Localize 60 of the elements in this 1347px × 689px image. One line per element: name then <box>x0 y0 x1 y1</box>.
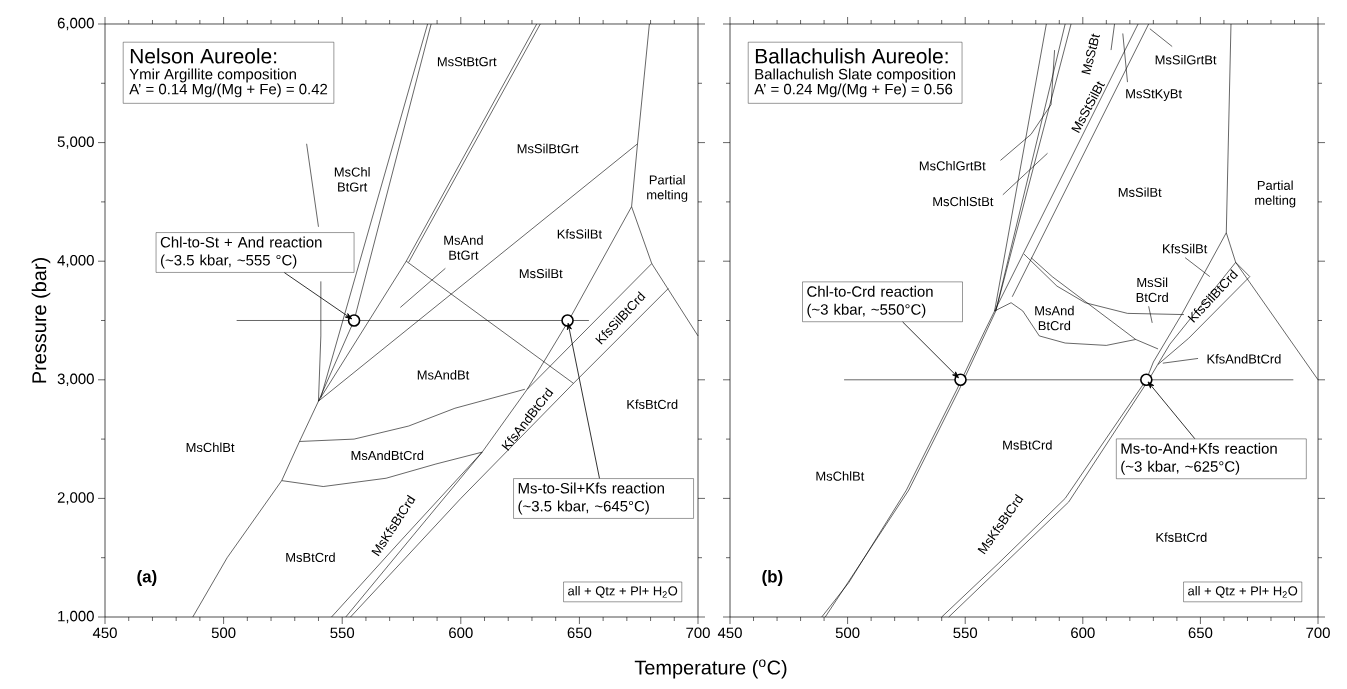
annotation: MsAnd BtCrd <box>1035 305 1074 331</box>
y-axis-title: Pressure (bar) <box>31 258 51 383</box>
annotation: (b) <box>762 570 783 586</box>
text: Nelson Aureole: <box>130 48 277 64</box>
annotation: MsChl BtGrt <box>334 167 370 192</box>
y-tick-label: 6,000 <box>57 17 94 31</box>
y-tick-label: 4,000 <box>57 255 94 268</box>
annotation: Chl-to-Crd reaction (~3 kbar, ~550°C) <box>807 285 933 318</box>
annotation: Ms-to-Sil+Kfs reaction (~3.5 kbar, ~645°C) <box>518 482 664 515</box>
annotation: MsAndBtCrd <box>351 450 424 461</box>
annotation: KfsBtCrd <box>1156 532 1207 542</box>
annotation: MsSilBtGrt <box>517 143 579 154</box>
x-tick-label: 450 <box>92 627 117 639</box>
annotation: Chl-to-St + And reaction (~3.5 kbar, ~555 °C) <box>160 236 322 269</box>
annotation: MsBtCrd <box>286 552 335 562</box>
x-tick-label: 550 <box>953 627 978 639</box>
annotation: (a) <box>137 570 157 586</box>
y-tick-label: 5,000 <box>57 136 94 149</box>
x-axis-title: Temperature ($^{o}$C) <box>634 659 787 679</box>
annotation: KfsBtCrd <box>627 399 678 409</box>
annotation: MsChlBt <box>816 471 865 481</box>
x-tick-label: 600 <box>449 627 473 639</box>
annotation: MsChlGrtBt <box>919 160 986 171</box>
annotation: KfsAndBtCrd <box>1207 354 1281 364</box>
x-tick-label: 700 <box>1306 627 1330 639</box>
x-tick-label: 650 <box>1188 627 1213 639</box>
annotation: MsStKyBt <box>1126 89 1182 101</box>
x-tick-label: 600 <box>1071 627 1095 639</box>
y-tick-label: 2,000 <box>57 492 94 505</box>
annotation: KfsSilBt <box>1163 243 1208 254</box>
annotation: MsStBtGrt <box>437 57 497 67</box>
annotation: MsSilBt <box>519 268 563 279</box>
x-tick-label: 650 <box>567 627 592 639</box>
y-tick-label: 3,000 <box>57 373 94 386</box>
annotation: Partial melting <box>1255 180 1296 208</box>
annotation: MsSilBt <box>1118 187 1162 197</box>
annotation: Ms-to-And+Kfs reaction (~3 kbar, ~625°C) <box>1121 442 1277 475</box>
text: Ballachulish Aureole: <box>755 48 948 64</box>
y-tick-label: 1,000 <box>58 610 94 624</box>
annotation: A’ = 0.24 Mg/(Mg + Fe) = 0.56 <box>754 83 953 98</box>
annotation: all + Qtz + Pl+ H$_{2}$O <box>568 585 678 598</box>
x-tick-label: 550 <box>330 627 355 639</box>
annotation: MsBtCrd <box>1003 440 1052 450</box>
x-tick-label: 450 <box>717 627 742 639</box>
annotation: MsSil BtCrd <box>1136 277 1168 302</box>
annotation: MsStBt <box>1081 33 1100 75</box>
annotation: MsSilGrtBt <box>1155 54 1217 65</box>
annotation: A’ = 0.14 Mg/(Mg + Fe) = 0.42 <box>129 83 328 98</box>
x-tick-label: 500 <box>211 627 236 639</box>
annotation: all + Qtz + Pl+ H$_{2}$O <box>1188 585 1298 598</box>
text: Ballachulish Slate composition <box>755 68 956 83</box>
annotation: MsChlStBt <box>933 196 994 207</box>
annotation: MsAndBt <box>417 370 470 380</box>
annotation: KfsSilBt <box>557 229 602 239</box>
annotation: Partial melting <box>647 174 688 202</box>
annotation: MsAnd BtGrt <box>444 235 483 260</box>
x-tick-label: 500 <box>835 627 860 639</box>
annotation: MsChlBt <box>186 442 235 453</box>
x-tick-label: 700 <box>686 627 710 639</box>
text: Ymir Argillite composition <box>129 68 296 83</box>
